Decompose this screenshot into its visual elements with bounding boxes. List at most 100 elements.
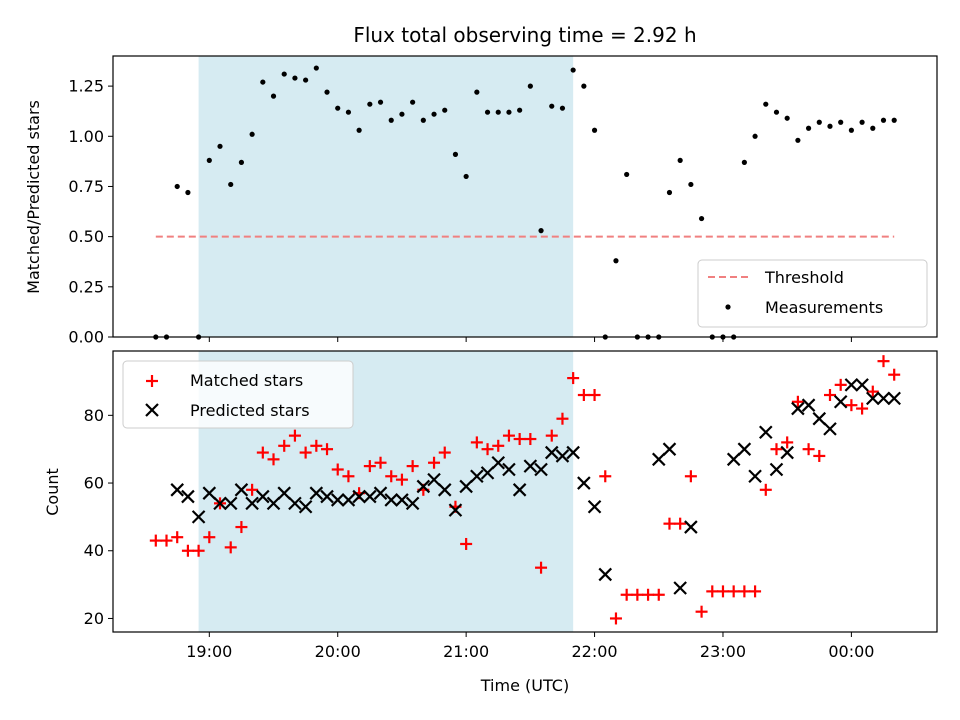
measurement-point [217,143,223,149]
predicted-point [223,496,238,511]
predicted-point [277,486,291,500]
predicted-point [459,479,473,494]
y-tick-label: 0.00 [68,328,104,347]
x-tick-label: 22:00 [572,642,618,661]
matched-point [513,433,526,446]
predicted-point [534,462,548,477]
top-x-ticks [208,337,852,342]
predicted-point [373,486,388,500]
matched-point [470,436,483,449]
matched-point [609,612,622,625]
y-tick-label: 60 [84,474,104,493]
measurement-point [666,189,673,196]
matched-point [877,355,890,368]
measurement-point [410,99,416,105]
matched-point [834,378,847,391]
measurement-point [773,109,780,115]
matched-point [791,395,804,408]
measurement-point [677,157,683,163]
predicted-point [759,425,773,440]
predicted-point [748,469,762,484]
measurement-point [581,83,587,89]
measurement-point [324,89,330,95]
measurement-point [763,101,769,107]
measurement-point [816,119,822,125]
matched-point [716,585,729,598]
matched-point [556,412,569,425]
x-tick-label: 00:00 [828,642,874,661]
predicted-point [566,445,580,460]
matched-point [235,521,248,534]
predicted-point [587,499,602,514]
top-axes-frame [112,55,938,338]
top-panel: 0.00 0.25 0.50 0.75 1.00 1.25 Flux total obse… [24,23,938,347]
measurement-point [613,258,619,264]
measurement-point [870,125,876,131]
matched-point [888,368,901,381]
matched-point [770,443,783,456]
matched-point [267,453,280,466]
predicted-point [288,496,302,511]
predicted-point [791,401,805,416]
legend-predicted-swatch [145,403,159,417]
matched-point [502,429,515,442]
measurement-point [752,133,758,139]
matched-point [738,585,751,598]
measurement-point [345,109,352,115]
predicted-point [202,486,217,500]
predicted-point [480,466,495,480]
predicted-point [341,493,356,507]
measurement-point [859,119,865,125]
measurement-point [838,119,844,125]
measurement-point [388,117,394,123]
top-plot-marks [153,65,897,340]
matched-point [278,439,291,452]
matched-point [823,389,836,402]
predicted-point [673,581,687,595]
matched-point [706,585,719,598]
matched-point [727,585,740,598]
bottom-x-axis-label: Time (UTC) [480,676,569,695]
measurement-point [420,117,426,123]
matched-point [438,446,451,459]
measurement-point [484,109,491,115]
matched-point [460,537,473,550]
matched-point [652,588,665,601]
measurement-point [442,107,448,113]
measurement-point [249,131,255,137]
predicted-point [470,469,484,484]
y-tick-label: 0.50 [68,227,104,246]
matched-point [567,372,580,385]
predicted-point [384,493,399,507]
matched-point [481,443,494,456]
matched-point [256,446,269,459]
matched-point [802,443,815,456]
predicted-point [416,479,431,494]
measurement-point [228,181,234,188]
matched-point [620,588,633,601]
matched-point [674,517,687,530]
top-legend-box [697,259,928,328]
y-tick-label: 40 [84,541,104,560]
predicted-point [437,483,452,497]
measurement-point [174,183,180,190]
measurement-point [891,117,897,123]
measurement-point [452,151,459,157]
predicted-point [769,462,784,477]
predicted-point [234,483,249,497]
predicted-point [844,378,859,392]
matched-point [642,588,655,601]
measurement-point [549,103,555,109]
measurement-point [741,159,747,165]
matched-point [321,443,334,456]
top-legend: Threshold Measurements [697,259,928,328]
matched-point [577,389,590,402]
legend-matched-swatch [146,375,158,387]
matched-point [856,402,869,415]
predicted-point [491,455,506,470]
x-tick-label: 19:00 [186,642,232,661]
predicted-point [866,391,880,406]
matched-point [192,544,205,557]
measurement-point [463,173,469,180]
